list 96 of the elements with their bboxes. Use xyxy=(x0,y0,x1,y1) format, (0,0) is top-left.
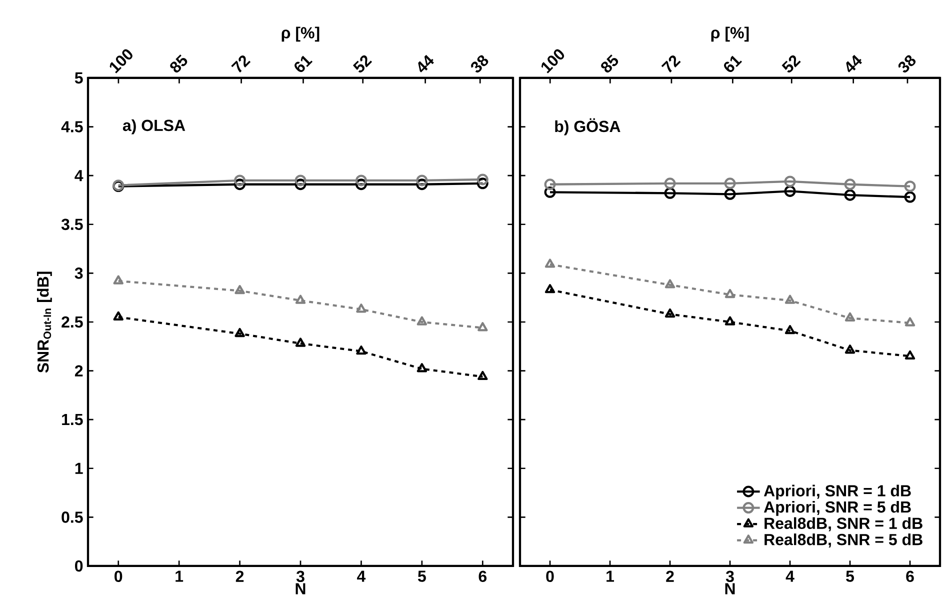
y-tick-label: 3.5 xyxy=(61,218,83,230)
legend-label: Real8dB, SNR = 1 dB xyxy=(764,517,922,532)
x2-tick-label: 44 xyxy=(418,55,434,73)
x2-axis-title: ρ [%] xyxy=(282,26,320,42)
point xyxy=(784,176,796,188)
legend-label: Apriori, SNR = 1 dB xyxy=(764,484,911,500)
point xyxy=(113,312,124,321)
x2-tick-label: 100 xyxy=(110,49,132,74)
y-tick-label: 0.5 xyxy=(62,512,83,524)
x-tick-label: 2 xyxy=(236,570,244,582)
point xyxy=(664,308,676,318)
point xyxy=(724,316,736,326)
y-tick-label: 5 xyxy=(74,72,83,84)
point xyxy=(784,294,796,304)
x2-tick-label: 100 xyxy=(541,49,564,74)
x-tick-label: 4 xyxy=(357,570,366,582)
point xyxy=(234,178,246,190)
point xyxy=(904,191,916,203)
x2-tick-label: 61 xyxy=(294,56,313,72)
y-tick-label: 4 xyxy=(74,170,84,182)
point xyxy=(294,174,306,186)
point xyxy=(844,344,856,354)
y-tick-label: 4.5 xyxy=(61,121,83,133)
x2-tick-label: 85 xyxy=(601,54,618,73)
x-tick-label: 0 xyxy=(546,570,554,582)
point xyxy=(664,279,676,288)
point xyxy=(234,285,245,294)
point xyxy=(356,304,366,313)
x2-tick-label: 52 xyxy=(352,56,372,73)
point xyxy=(724,188,736,200)
point xyxy=(113,275,124,285)
point xyxy=(784,186,796,198)
x2-tick-label: 72 xyxy=(231,56,251,73)
point xyxy=(476,178,488,190)
y-tick-label: 1 xyxy=(75,463,83,474)
point xyxy=(295,294,306,304)
point xyxy=(476,174,488,186)
point xyxy=(904,350,916,360)
x2-tick-label: 61 xyxy=(724,56,742,72)
y-tick-label: 1.5 xyxy=(62,414,83,426)
point xyxy=(544,178,556,190)
point xyxy=(724,289,736,298)
point xyxy=(544,258,556,268)
legend-label: Real8dB, SNR = 5 dB xyxy=(764,534,922,548)
x-tick-label: 6 xyxy=(478,570,487,582)
x-axis-title: N xyxy=(296,583,306,594)
x-tick-label: 6 xyxy=(906,570,914,582)
point xyxy=(478,371,488,380)
x-tick-label: 1 xyxy=(606,570,614,582)
x-tick-label: 3 xyxy=(296,570,304,582)
point xyxy=(904,317,916,327)
x-axis-title: N xyxy=(725,583,735,594)
point xyxy=(664,178,676,190)
point xyxy=(784,325,796,334)
point xyxy=(416,174,428,186)
point xyxy=(355,174,367,186)
x-tick-label: 0 xyxy=(114,570,122,582)
point xyxy=(234,174,246,186)
y-tick-label: 3 xyxy=(74,268,83,280)
x-tick-label: 2 xyxy=(666,570,674,582)
x2-tick-label: 72 xyxy=(661,56,681,73)
x-tick-label: 5 xyxy=(846,570,854,582)
x2-tick-label: 52 xyxy=(782,56,801,73)
y-axis-title: SNR$_{Out-In}$ [dB] xyxy=(36,272,52,373)
x-tick-label: 4 xyxy=(786,570,794,582)
x-tick-label: 3 xyxy=(726,570,734,582)
point xyxy=(478,322,488,332)
point xyxy=(416,316,428,326)
x-tick-label: 5 xyxy=(418,570,426,582)
annotation: a) OLSA xyxy=(122,120,186,134)
y-tick-label: 2 xyxy=(74,365,83,377)
point xyxy=(844,312,856,322)
point xyxy=(416,363,428,372)
x-tick-label: 1 xyxy=(176,570,184,582)
point xyxy=(544,186,556,198)
point xyxy=(295,338,306,348)
y-tick-label: 2.5 xyxy=(62,316,83,328)
point xyxy=(356,346,366,355)
x2-tick-label: 85 xyxy=(170,54,188,73)
annotation: b) GÖSA xyxy=(555,118,620,136)
point xyxy=(544,284,556,294)
legend-label: Apriori, SNR = 5 dB xyxy=(764,501,911,516)
y-tick-label: 0 xyxy=(75,560,83,572)
point xyxy=(355,178,367,190)
point xyxy=(294,178,306,190)
x2-axis-title: ρ [%] xyxy=(711,26,749,42)
x2-tick-label: 38 xyxy=(898,55,916,73)
x2-tick-label: 38 xyxy=(471,55,488,73)
point xyxy=(416,178,428,190)
point xyxy=(664,188,676,200)
point xyxy=(844,190,856,202)
point xyxy=(234,328,245,338)
point xyxy=(904,180,916,192)
point xyxy=(844,178,856,190)
point xyxy=(724,178,736,190)
x2-tick-label: 44 xyxy=(846,55,862,73)
